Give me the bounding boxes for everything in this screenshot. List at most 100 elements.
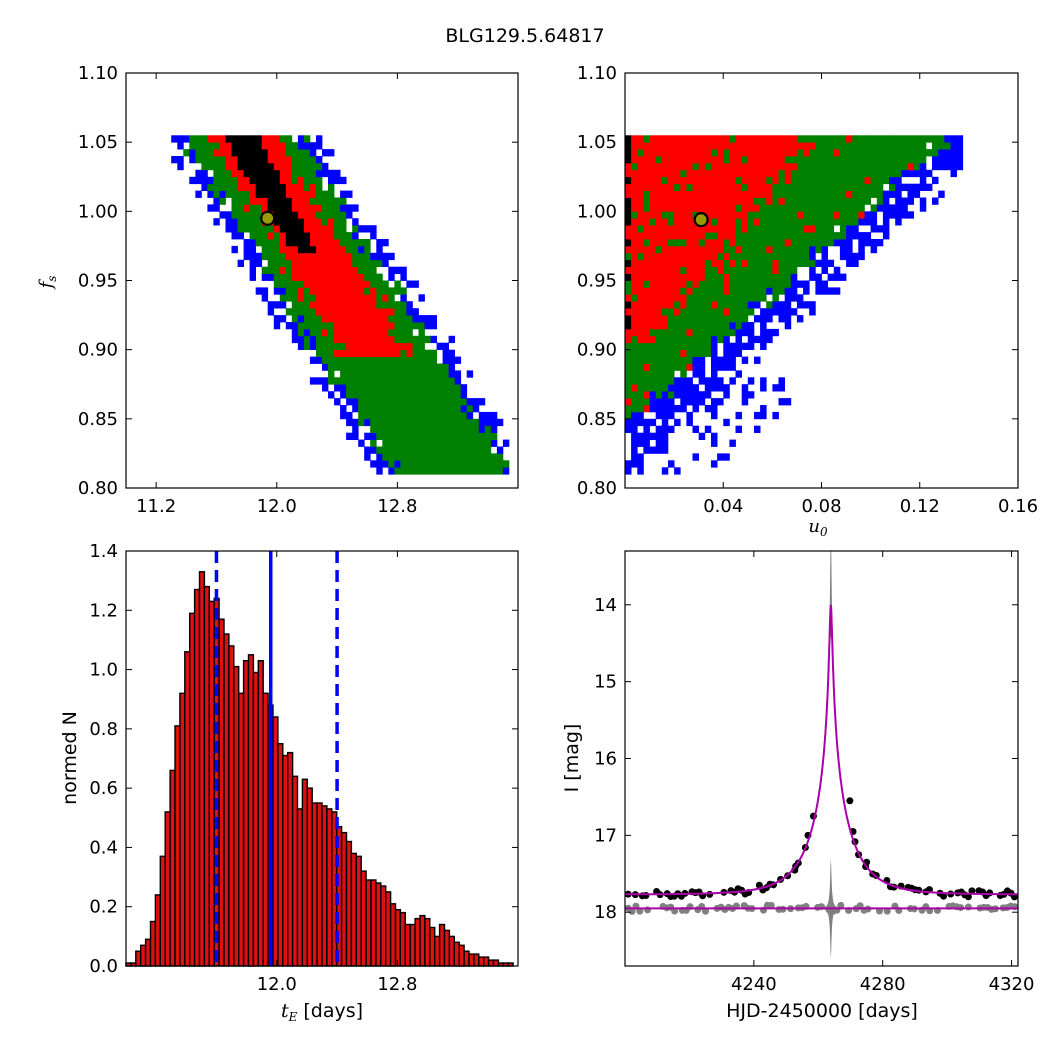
heat-cell xyxy=(729,294,736,302)
heat-cell xyxy=(661,467,669,475)
heat-cell xyxy=(790,280,798,288)
heat-cell xyxy=(754,142,761,150)
heat-cell xyxy=(913,190,921,198)
heat-cell xyxy=(735,218,742,226)
heat-cell xyxy=(478,418,486,427)
heat-cell xyxy=(772,225,779,233)
heat-cell xyxy=(340,356,347,364)
heat-cell xyxy=(484,453,492,461)
heat-cell xyxy=(400,363,407,371)
heat-cell xyxy=(418,453,425,461)
heat-cell xyxy=(442,342,449,350)
heat-cell xyxy=(692,162,699,171)
heat-cell xyxy=(309,190,317,198)
heat-cell xyxy=(448,377,455,385)
heat-cell xyxy=(821,204,828,212)
heat-cell xyxy=(625,405,632,413)
heat-cell xyxy=(692,308,699,316)
heat-cell xyxy=(382,384,389,392)
heat-cell xyxy=(784,190,792,198)
heat-cell xyxy=(796,218,804,226)
heat-cell xyxy=(680,149,687,157)
heat-cell xyxy=(913,169,921,178)
heat-cell xyxy=(448,425,455,433)
heat-cell xyxy=(882,232,890,240)
heat-cell xyxy=(225,176,232,185)
heat-cell xyxy=(655,287,663,295)
heat-cell xyxy=(784,169,792,178)
heat-cell xyxy=(243,225,250,233)
heat-cell xyxy=(729,135,736,143)
heat-cell xyxy=(772,142,779,150)
heat-cell xyxy=(279,190,287,198)
heat-cell xyxy=(907,183,914,191)
heat-cell xyxy=(919,204,927,212)
heat-cell xyxy=(655,342,663,350)
heat-cell xyxy=(809,135,816,143)
heat-cell xyxy=(723,308,730,316)
heat-cell xyxy=(717,280,724,288)
heat-cell xyxy=(698,156,706,164)
heat-cell xyxy=(956,162,964,171)
heat-cell xyxy=(668,211,675,219)
heat-cell xyxy=(412,405,419,413)
heat-cell xyxy=(625,467,632,475)
heat-cell xyxy=(711,176,718,185)
heat-cell xyxy=(352,322,359,330)
heat-cell xyxy=(448,432,455,440)
heat-cell xyxy=(686,197,693,205)
heat-cell xyxy=(717,273,724,281)
heat-cell xyxy=(631,204,638,212)
heat-cell xyxy=(686,335,693,344)
heat-cell xyxy=(821,259,828,267)
heat-cell xyxy=(846,245,853,254)
heat-cell xyxy=(661,287,669,295)
heat-cell xyxy=(655,335,663,344)
heat-cell xyxy=(316,225,323,233)
heat-cell xyxy=(852,169,859,178)
heat-cell xyxy=(661,322,669,330)
heat-cell xyxy=(876,149,884,157)
heat-cell xyxy=(729,225,736,233)
heat-cell xyxy=(346,280,353,288)
heat-cell xyxy=(815,259,822,267)
heat-cell xyxy=(889,162,896,171)
heat-cell xyxy=(649,273,657,281)
heat-cell xyxy=(255,197,263,205)
heat-cell xyxy=(412,335,419,344)
heat-cell xyxy=(723,418,730,427)
heat-cell xyxy=(637,135,644,143)
heat-cell xyxy=(442,418,449,427)
heat-cell xyxy=(370,418,377,427)
heat-cell xyxy=(649,377,657,385)
heat-cell xyxy=(754,211,761,219)
heat-cell xyxy=(297,259,305,267)
heat-cell xyxy=(661,432,669,440)
heat-cell xyxy=(821,239,828,247)
heat-cell xyxy=(729,301,736,309)
heat-cell xyxy=(631,349,638,357)
heat-cell xyxy=(735,328,742,337)
x-axis-label: HJD-2450000 [days] xyxy=(726,1000,918,1022)
heat-cell xyxy=(334,328,341,337)
heat-cell xyxy=(370,266,377,274)
heat-cell xyxy=(723,384,730,392)
heat-cell xyxy=(631,391,638,399)
heat-cell xyxy=(364,418,371,427)
heat-cell xyxy=(400,405,407,413)
heat-cell xyxy=(698,225,706,233)
heat-cell xyxy=(346,287,353,295)
heat-cell xyxy=(668,183,675,191)
heat-cell xyxy=(735,149,742,157)
heat-cell xyxy=(778,197,785,205)
heat-cell xyxy=(412,384,419,392)
heat-cell xyxy=(858,239,865,247)
heat-cell xyxy=(704,239,712,247)
heat-cell xyxy=(704,245,712,254)
heat-cell xyxy=(273,142,281,150)
heat-cell xyxy=(267,142,275,150)
heat-cell xyxy=(442,370,449,378)
heat-cell xyxy=(352,328,359,337)
heat-cell xyxy=(309,162,317,171)
heat-cell xyxy=(400,273,407,281)
